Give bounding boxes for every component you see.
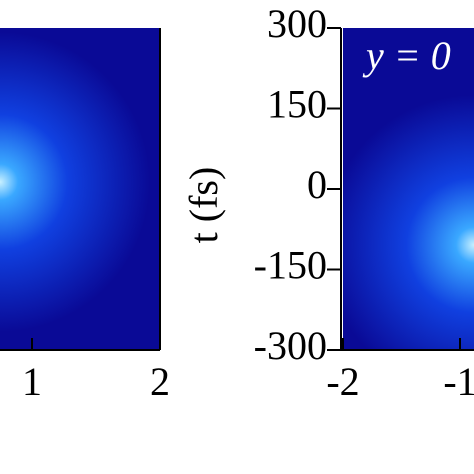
x-tick-label: 2 (150, 359, 170, 404)
heatmap (0, 28, 160, 350)
x-tick-label: -2 (326, 359, 359, 404)
heatmap (343, 28, 474, 350)
x-tick-label: 1 (22, 359, 42, 404)
y-tick-label: -150 (254, 243, 327, 288)
x-tick-label: -1 (443, 359, 474, 404)
y-tick-label: 0 (307, 162, 327, 207)
annotation: y = 0 (362, 33, 451, 78)
y-tick-label: 300 (267, 1, 327, 46)
y-tick-label: 150 (267, 82, 327, 127)
y-axis-label: t (fs) (181, 167, 226, 244)
y-tick-label: -300 (254, 323, 327, 368)
